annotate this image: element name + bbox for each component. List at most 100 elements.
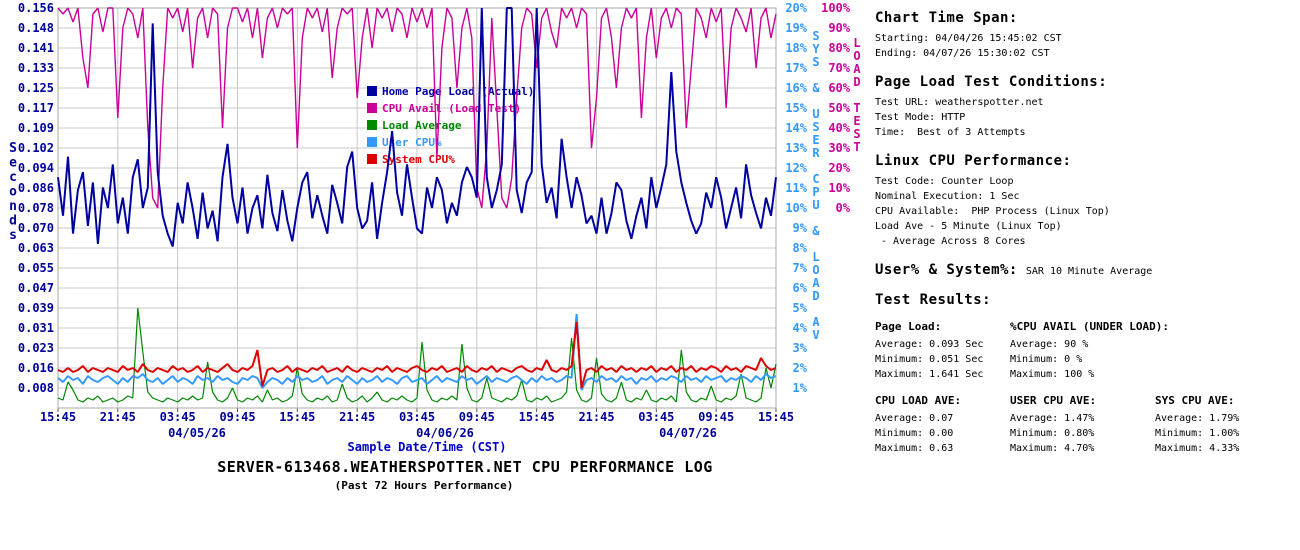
legend-swatch-system-cpu: [367, 154, 377, 164]
x-tick-label: 21:45: [339, 410, 375, 424]
y-left-label: 0.094: [18, 161, 54, 175]
x-tick-label: 09:45: [459, 410, 495, 424]
y-left-label: 0.133: [18, 61, 54, 75]
results-line: Maximum: 0.63: [875, 443, 954, 454]
legend-label-user-cpu: User CPU%: [382, 136, 442, 149]
y-right-cyan-axis-title: P: [812, 185, 819, 199]
results-user-cpu-ave: USER CPU AVE: Average: 1.47% Minimum: 0.…: [1010, 394, 1155, 456]
y-left-label: 0.117: [18, 101, 54, 115]
y-left-axis-title: e: [9, 156, 17, 171]
y-right-cyan-axis-title: S: [812, 120, 819, 134]
info-line: Nominal Execution: 1 Sec: [875, 191, 1020, 202]
y-right-pct-label: 2%: [793, 361, 808, 375]
section-heading: Chart Time Span:: [875, 10, 1018, 26]
y-right-magenta-axis-title: L: [853, 36, 860, 50]
y-left-label: 0.055: [18, 261, 54, 275]
chart-subtitle: (Past 72 Hours Performance): [334, 479, 514, 492]
x-tick-label: 15:45: [279, 410, 315, 424]
section-chart-time-span: Chart Time Span: Starting: 04/04/26 15:4…: [875, 10, 1295, 61]
x-tick-label: 15:45: [519, 410, 555, 424]
x-tick-label: 03:45: [160, 410, 196, 424]
info-line: SAR 10 Minute Average: [1025, 266, 1153, 277]
x-axis-title: Sample Date/Time (CST): [347, 440, 507, 454]
results-line: Maximum: 4.33%: [1155, 443, 1240, 454]
y-right-cyan-axis-title: C: [812, 172, 819, 186]
section-heading: Page Load Test Conditions:: [875, 74, 1108, 90]
y-left-label: 0.086: [18, 181, 54, 195]
y-left-label: 0.016: [18, 361, 54, 375]
y-left-label: 0.070: [18, 221, 54, 235]
y-right-pct-label: 7%: [793, 261, 808, 275]
section-page-load-test-conditions: Page Load Test Conditions: Test URL: wea…: [875, 74, 1295, 140]
info-line: Load Ave - 5 Minute (Linux Top): [875, 221, 1062, 232]
y-right-load-label: 100%: [821, 1, 851, 15]
y-left-axis-title: c: [9, 170, 17, 185]
y-right-load-label: 60%: [828, 81, 850, 95]
results-row-2: CPU LOAD AVE: Average: 0.07 Minimum: 0.0…: [875, 394, 1295, 456]
y-left-axis-title: s: [9, 228, 17, 243]
info-line: Starting: 04/04/26 15:45:02 CST: [875, 33, 1062, 44]
y-right-pct-label: 15%: [785, 101, 807, 115]
series-user-cpu: [57, 313, 777, 391]
y-right-cyan-axis-title: U: [812, 107, 819, 121]
y-left-label: 0.148: [18, 21, 54, 35]
y-left-axis-title: n: [9, 199, 17, 214]
x-tick-label: 03:45: [638, 410, 674, 424]
results-line: Minimum: 1.00%: [1155, 428, 1240, 439]
y-right-cyan-axis-title: L: [812, 250, 819, 264]
results-line: Maximum: 100 %: [1010, 369, 1095, 380]
y-right-cyan-axis-title: Y: [812, 42, 820, 56]
y-left-label: 0.031: [18, 321, 54, 335]
x-tick-label: 21:45: [100, 410, 136, 424]
y-right-pct-label: 17%: [785, 61, 807, 75]
section-heading: Linux CPU Performance:: [875, 153, 1072, 169]
results-row-1: Page Load: Average: 0.093 Sec Minimum: 0…: [875, 320, 1295, 382]
results-title: Page Load:: [875, 320, 942, 333]
y-right-load-label: 70%: [828, 61, 850, 75]
legend-label-load-average: Load Average: [382, 119, 462, 132]
legend-swatch-user-cpu: [367, 137, 377, 147]
y-left-label: 0.047: [18, 281, 54, 295]
info-line: Test URL: weatherspotter.net: [875, 97, 1044, 108]
y-right-pct-label: 20%: [785, 1, 807, 15]
results-line: Average: 1.47%: [1010, 413, 1095, 424]
y-right-pct-label: 14%: [785, 121, 807, 135]
results-line: Maximum: 4.70%: [1010, 443, 1095, 454]
y-right-cyan-axis-title: O: [812, 263, 819, 277]
y-right-magenta-axis-title: D: [853, 75, 860, 89]
y-right-load-label: 20%: [828, 161, 850, 175]
results-line: Average: 0.07: [875, 413, 954, 424]
y-right-load-label: 40%: [828, 121, 850, 135]
y-right-pct-label: 12%: [785, 161, 807, 175]
x-tick-label: 21:45: [578, 410, 614, 424]
info-line: - Average Across 8 Cores: [875, 236, 1026, 247]
plot-border: [57, 7, 777, 409]
results-sys-cpu-ave: SYS CPU AVE: Average: 1.79% Minimum: 1.0…: [1155, 394, 1290, 456]
series-home-page-load: [57, 7, 777, 247]
legend-swatch-cpu-avail: [367, 103, 377, 113]
x-tick-label: 09:45: [698, 410, 734, 424]
y-right-cyan-axis-title: E: [812, 133, 819, 147]
y-right-load-label: 50%: [828, 101, 850, 115]
y-left-label: 0.109: [18, 121, 54, 135]
y-left-label: 0.102: [18, 141, 54, 155]
series-load-average: [57, 307, 777, 403]
y-right-load-label: 80%: [828, 41, 850, 55]
y-right-pct-label: 10%: [785, 201, 807, 215]
y-right-cyan-axis-title: U: [812, 198, 819, 212]
y-left-label: 0.063: [18, 241, 54, 255]
results-title: %CPU AVAIL (UNDER LOAD):: [1010, 320, 1169, 333]
y-right-pct-label: 19%: [785, 21, 807, 35]
y-left-label: 0.008: [18, 381, 54, 395]
x-tick-label: 03:45: [399, 410, 435, 424]
y-left-axis-title: S: [9, 141, 17, 156]
results-line: Minimum: 0.80%: [1010, 428, 1095, 439]
y-right-magenta-axis-title: T: [853, 140, 860, 154]
legend-swatch-home-page-load: [367, 86, 377, 96]
y-right-pct-label: 5%: [793, 301, 808, 315]
results-title: SYS CPU AVE:: [1155, 394, 1235, 407]
section-linux-cpu-performance: Linux CPU Performance: Test Code: Counte…: [875, 153, 1295, 249]
y-right-pct-label: 13%: [785, 141, 807, 155]
legend-swatch-load-average: [367, 120, 377, 130]
results-line: Minimum: 0.00: [875, 428, 954, 439]
